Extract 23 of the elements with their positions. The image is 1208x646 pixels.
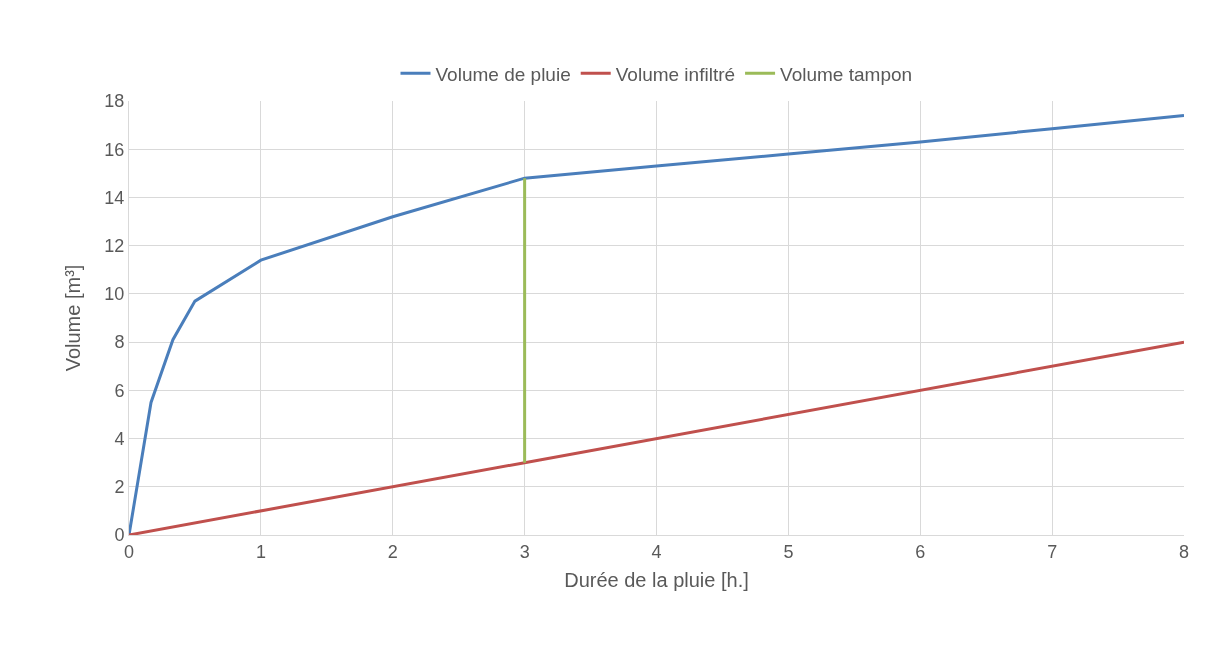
y-tick-label: 6 (114, 380, 125, 401)
x-tick-label: 6 (915, 541, 926, 562)
y-tick-label: 12 (104, 235, 125, 256)
y-axis-title: Volume [m³] (61, 264, 84, 372)
x-tick-label: 1 (255, 541, 266, 562)
y-tick-label: 0 (114, 525, 125, 546)
y-tick-label: 2 (114, 477, 125, 498)
legend-label: Volume infiltré (615, 63, 736, 85)
x-tick-label: 8 (1178, 541, 1190, 562)
x-tick-label: 2 (387, 541, 398, 562)
legend-label: Volume de pluie (435, 63, 571, 85)
y-tick-label: 14 (104, 187, 125, 208)
y-tick-label: 8 (114, 332, 125, 353)
x-tick-label: 5 (783, 541, 794, 562)
y-tick-label: 18 (104, 91, 125, 112)
x-tick-label: 4 (651, 541, 662, 562)
x-tick-label: 3 (519, 541, 530, 562)
legend-label: Volume tampon (780, 63, 913, 85)
y-tick-label: 16 (104, 139, 125, 160)
y-tick-label: 4 (114, 428, 125, 449)
x-axis-title: Durée de la pluie [h.] (564, 569, 749, 592)
x-tick-label: 7 (1047, 541, 1058, 562)
y-tick-label: 10 (104, 284, 125, 305)
